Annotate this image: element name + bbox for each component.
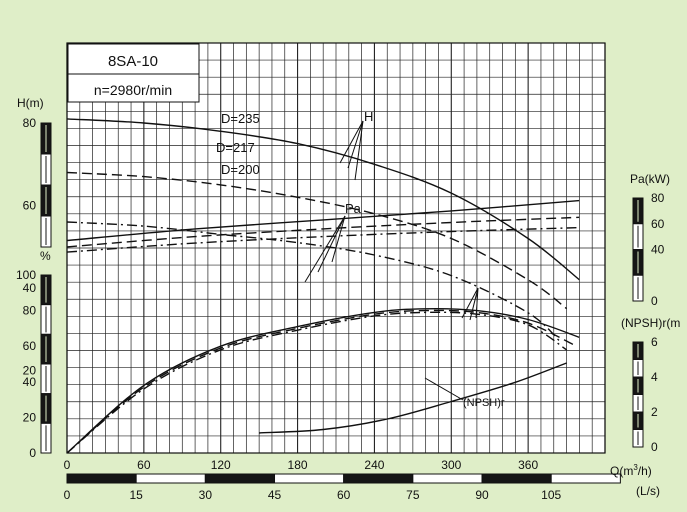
head-tick-label: 20	[23, 364, 37, 378]
x2-tick-label: 105	[541, 488, 561, 502]
x-axis-label: Q(m3/h)	[610, 463, 652, 478]
power-axis-label: Pa(kW)	[630, 172, 670, 186]
x2-scale-segment	[412, 473, 483, 484]
series-line-head-2	[66, 221, 561, 343]
x2-tick-label: 45	[268, 488, 282, 502]
power-axis-scale: 0 40 60 80	[632, 191, 665, 308]
x2-scale-segment	[343, 473, 414, 484]
efficiency-tick-label: 20	[23, 410, 37, 424]
series-line-head-1	[66, 171, 568, 310]
plot-border	[66, 42, 606, 454]
leader-line	[354, 120, 364, 181]
efficiency-tick-label: 40	[23, 375, 37, 389]
leader-line	[461, 287, 479, 319]
x-tick-label: 240	[364, 458, 384, 472]
leader-lines	[304, 120, 479, 401]
x2-scale-segment	[481, 473, 552, 484]
leader-line	[317, 215, 346, 273]
grid	[66, 42, 606, 454]
x2-axis-label: (L/s)	[636, 484, 660, 498]
power-tick-label: 0	[651, 294, 658, 308]
x-tick-label: 0	[64, 458, 71, 472]
leader-line	[331, 215, 346, 263]
x-tick-label: 360	[518, 458, 538, 472]
leader-line	[475, 287, 479, 319]
x2-scale-segment	[66, 473, 137, 484]
npsh-tick-label: 4	[651, 370, 658, 384]
npsh-tick-label: 0	[651, 440, 658, 454]
curves	[66, 118, 580, 454]
npsh-tick-label: 6	[651, 335, 658, 349]
efficiency-tick-label: 80	[23, 304, 37, 318]
legend-d235: D=235	[221, 111, 260, 126]
x2-scale-segment	[135, 473, 206, 484]
efficiency-tick-label: 100	[16, 268, 36, 282]
x2-tick-label: 90	[475, 488, 489, 502]
leader-line	[469, 287, 479, 321]
head-curve-label: H	[364, 109, 373, 124]
npsh-curve-label: (NPSH)r	[463, 397, 505, 409]
series-line-npsh-9	[259, 362, 567, 434]
head-tick-label: 80	[23, 116, 37, 130]
chart-subtitle: n=2980r/min	[94, 82, 172, 98]
head-axis-scale: 20 40 60 80	[23, 116, 52, 378]
leader-line	[424, 377, 464, 401]
npsh-axis-label: (NPSH)r(m	[621, 316, 680, 330]
leader-line	[339, 120, 364, 164]
x-tick-label: 60	[137, 458, 151, 472]
power-tick-label: 40	[651, 243, 665, 257]
efficiency-axis-label: %	[40, 249, 51, 263]
series-line-efficiency-6	[66, 308, 580, 454]
x2-axis-scale: 0 15 30 45 60 75 90 105	[64, 473, 621, 502]
x2-scale-segment	[274, 473, 345, 484]
x-tick-label: 180	[288, 458, 308, 472]
series-line-efficiency-7	[66, 309, 574, 454]
npsh-tick-label: 2	[651, 405, 658, 419]
series-line-power-4	[66, 216, 580, 248]
legend-d217: D=217	[216, 140, 255, 155]
efficiency-tick-label: 60	[23, 339, 37, 353]
power-tick-label: 80	[651, 191, 665, 205]
power-tick-label: 60	[651, 217, 665, 231]
power-curve-label: Pa	[345, 201, 362, 216]
x-tick-label: 300	[441, 458, 461, 472]
x2-tick-label: 15	[129, 488, 143, 502]
leader-line	[347, 120, 364, 169]
x2-tick-label: 60	[337, 488, 351, 502]
series-line-power-5	[66, 226, 580, 253]
series-line-power-3	[66, 199, 580, 242]
x2-scale-segment	[204, 473, 276, 484]
efficiency-tick-label: 0	[29, 446, 36, 460]
x2-tick-label: 75	[406, 488, 420, 502]
legend-d200: D=200	[221, 162, 260, 177]
series-line-efficiency-8	[66, 311, 567, 454]
x2-tick-label: 30	[199, 488, 213, 502]
head-axis-label: H(m)	[17, 96, 44, 110]
chart-title: 8SA-10	[108, 53, 158, 70]
npsh-axis-scale: 0 2 4 6	[632, 335, 658, 454]
x2-scale-segment	[550, 473, 621, 484]
x2-tick-label: 0	[64, 488, 71, 502]
leader-line	[304, 215, 346, 283]
title-box	[67, 43, 200, 103]
x-axis-scale: 0 60 120 180 240 300 360	[64, 458, 539, 472]
x-tick-label: 120	[211, 458, 231, 472]
head-tick-label: 40	[23, 281, 37, 295]
head-tick-label: 60	[23, 199, 37, 213]
